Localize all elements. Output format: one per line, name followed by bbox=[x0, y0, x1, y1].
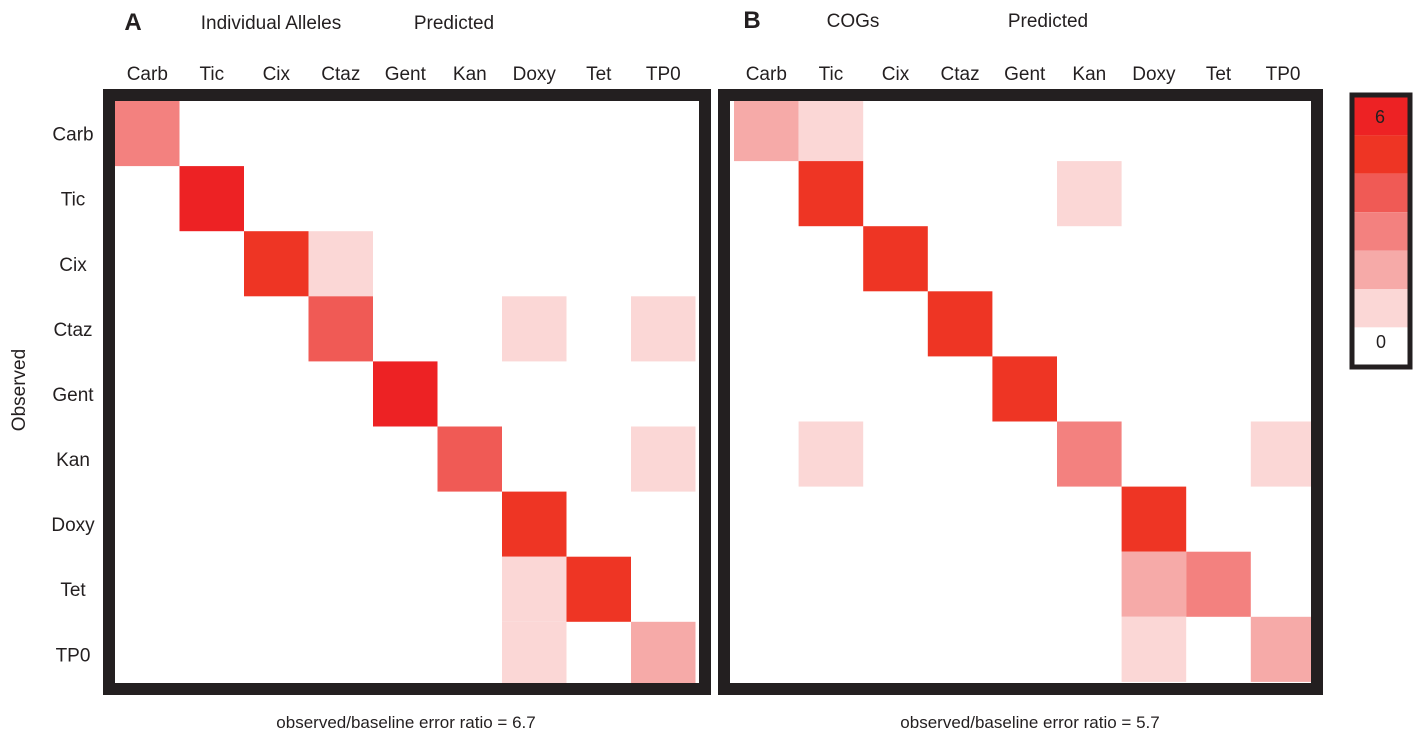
heatmap-cell bbox=[992, 356, 1057, 422]
colorbar-min-label: 0 bbox=[1376, 332, 1386, 352]
row-label: Cix bbox=[59, 255, 87, 276]
colorbar: 6 0 bbox=[1349, 92, 1413, 370]
colorbar-frame bbox=[1349, 92, 1413, 370]
heatmap-cell bbox=[863, 226, 928, 292]
row-label: Ctaz bbox=[53, 320, 92, 341]
column-label: Cix bbox=[263, 64, 291, 85]
column-label: Gent bbox=[385, 64, 427, 85]
colorbar-max-label: 6 bbox=[1375, 107, 1385, 127]
heatmap-cell bbox=[631, 296, 696, 362]
column-label: Kan bbox=[453, 64, 487, 85]
colorbar-swatch bbox=[1354, 97, 1408, 136]
column-label: Cix bbox=[882, 64, 910, 85]
row-label: Kan bbox=[56, 450, 90, 471]
panel-a-xlabel: Predicted bbox=[414, 13, 494, 34]
heatmap-cell bbox=[1186, 551, 1251, 617]
row-label: TP0 bbox=[56, 645, 91, 666]
panel-b-title: COGs bbox=[827, 11, 880, 32]
panel-b-footer: observed/baseline error ratio = 5.7 bbox=[900, 713, 1159, 732]
heatmap-cell bbox=[1250, 421, 1316, 487]
heatmap-frame bbox=[718, 89, 1323, 695]
column-label: Carb bbox=[746, 64, 787, 85]
heatmap-cell bbox=[115, 101, 180, 167]
colorbar-swatch bbox=[1354, 250, 1408, 289]
heatmap-cell bbox=[734, 96, 799, 162]
column-label: Gent bbox=[1004, 64, 1046, 85]
row-label: Doxy bbox=[51, 515, 95, 536]
heatmap-cell bbox=[566, 556, 631, 622]
column-label: Kan bbox=[1072, 64, 1106, 85]
colorbar-swatch bbox=[1354, 173, 1408, 213]
colorbar-swatch bbox=[1354, 327, 1408, 366]
colorbar-swatch bbox=[1354, 289, 1408, 328]
heatmap-cell bbox=[244, 231, 309, 297]
heatmap-cell bbox=[631, 621, 696, 687]
heatmap-cell bbox=[502, 491, 567, 557]
column-label: Ctaz bbox=[941, 64, 980, 85]
colorbar-swatch bbox=[1354, 212, 1408, 251]
column-label: TP0 bbox=[646, 64, 681, 85]
column-label: Doxy bbox=[513, 64, 557, 85]
heatmap-cell bbox=[798, 96, 864, 162]
row-label: Tic bbox=[61, 190, 86, 211]
row-label: Carb bbox=[52, 125, 93, 146]
column-label: Tic bbox=[199, 64, 224, 85]
panel-a-ylabel: Observed bbox=[9, 349, 30, 431]
panel-a-footer: observed/baseline error ratio = 6.7 bbox=[276, 713, 535, 732]
heatmap-cell bbox=[1121, 551, 1187, 617]
heatmap-cell bbox=[631, 426, 696, 492]
column-label: Ctaz bbox=[321, 64, 360, 85]
panel-a: A Individual Alleles Predicted Observed … bbox=[9, 9, 711, 732]
panel-a-letter: A bbox=[124, 9, 141, 36]
heatmap-cell bbox=[1057, 421, 1122, 487]
heatmap-cell bbox=[437, 426, 502, 492]
column-label: Tic bbox=[819, 64, 844, 85]
heatmap-cell bbox=[927, 291, 993, 357]
panel-b-letter: B bbox=[743, 7, 760, 34]
column-label: TP0 bbox=[1266, 64, 1301, 85]
heatmap-cell bbox=[502, 556, 567, 622]
heatmap-cell bbox=[798, 421, 864, 487]
heatmap-cell bbox=[373, 361, 438, 427]
heatmap-frame bbox=[103, 89, 711, 695]
panel-b-xlabel: Predicted bbox=[1008, 11, 1088, 32]
heatmap-cell bbox=[798, 161, 864, 227]
column-label: Tet bbox=[586, 64, 612, 85]
column-label: Tet bbox=[1206, 64, 1232, 85]
heatmap-cell bbox=[502, 621, 567, 687]
column-label: Doxy bbox=[1132, 64, 1176, 85]
row-label: Gent bbox=[52, 385, 94, 406]
heatmap-cell bbox=[1121, 486, 1187, 552]
panel-b: B COGs Predicted observed/baseline error… bbox=[718, 7, 1323, 732]
heatmap-cell bbox=[1057, 161, 1122, 227]
heatmap-cell bbox=[179, 166, 244, 232]
panel-a-title: Individual Alleles bbox=[201, 13, 341, 34]
row-label: Tet bbox=[60, 580, 86, 601]
heatmap-cell bbox=[308, 296, 373, 362]
heatmap-cell bbox=[502, 296, 567, 362]
heatmap-cell bbox=[1121, 616, 1187, 682]
heatmap-cell bbox=[308, 231, 373, 297]
column-label: Carb bbox=[127, 64, 168, 85]
colorbar-swatch bbox=[1354, 135, 1408, 174]
heatmap-cell bbox=[1250, 616, 1316, 682]
